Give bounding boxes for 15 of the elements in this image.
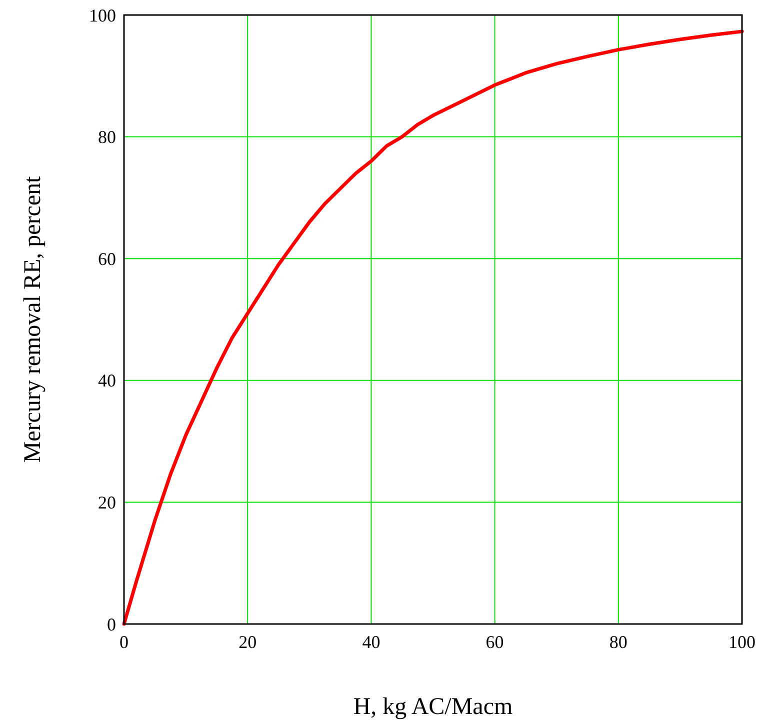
x-tick-label: 0	[120, 632, 128, 652]
x-axis-title: H, kg AC/Macm	[353, 694, 513, 720]
y-axis-title: Mercury removal RE, percent	[20, 176, 46, 463]
x-tick-label: 40	[362, 632, 380, 652]
x-tick-label: 100	[728, 632, 756, 652]
y-tick-label: 40	[98, 370, 116, 391]
y-tick-label: 80	[98, 127, 116, 148]
y-tick-label: 20	[98, 492, 116, 512]
line-series	[122, 30, 744, 626]
x-tick-label: 20	[238, 632, 257, 652]
y-tick-label: 0	[107, 614, 116, 634]
y-tick-label: 60	[98, 248, 116, 269]
y-tick-label: 100	[89, 5, 116, 26]
x-tick-label: 80	[609, 632, 628, 652]
x-tick-label: 60	[486, 632, 504, 652]
